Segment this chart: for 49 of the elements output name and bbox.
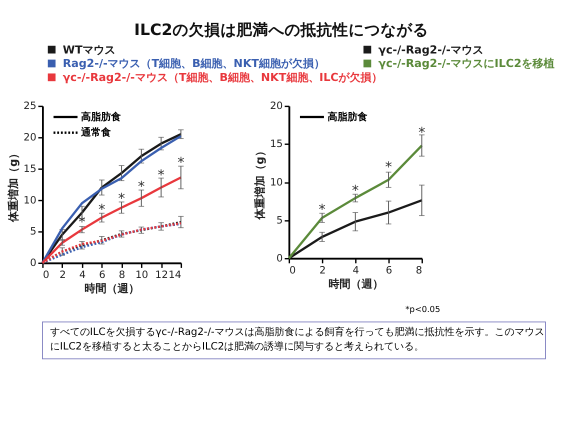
y-tick-label: 25	[24, 101, 36, 112]
annotation: *	[177, 155, 184, 172]
annotation: 高脂肪食	[328, 110, 368, 123]
text: *p<0.05	[405, 304, 440, 314]
y-tick-label: 15	[270, 139, 283, 150]
x-tick-label: 8	[416, 265, 422, 276]
x-tick-label: 8	[118, 270, 126, 282]
x-tick-label: 0	[289, 265, 296, 276]
x-axis-title: 時間（週）	[328, 277, 384, 290]
x-tick-label: 4	[352, 265, 360, 276]
y-tick-label: 10	[270, 177, 283, 188]
annotation: *	[158, 168, 165, 184]
annotation: *	[138, 178, 145, 195]
annotation: *	[418, 125, 426, 142]
y-tick-label: 5	[276, 215, 283, 226]
y-tick-label: 20	[24, 132, 36, 144]
x-tick-label: 6	[386, 265, 392, 276]
x-tick-label: 2	[319, 265, 326, 276]
annotation: *	[385, 159, 392, 176]
x-tick-label: 2	[59, 270, 66, 282]
text: ILC2の欠損は肥満への抵抗性につながる	[134, 20, 428, 39]
legend-label: γc-/-Rag2-/-マウス	[378, 43, 484, 56]
legend-label: γc-/-Rag2-/-マウス（T細胞、B細胞、NKT細胞、ILCが欠損）	[62, 71, 383, 84]
x-tick-label: 10	[135, 270, 148, 282]
text: すべてのILCを欠損するγc-/-Rag2-/-マウスは高脂肪食による飼育を行っても肥満に抵抗性を示す。このマウスにILC2を移植すると太ることからILC2は肥満の誘導に関与すると考えられている。	[50, 326, 545, 353]
y-tick-label: 10	[24, 195, 36, 206]
legend-label: Rag2-/-マウス（T細胞、B細胞、NKT細胞が欠損）	[62, 57, 325, 70]
x-axis-title: 時間（週）	[84, 282, 140, 295]
x-tick-label: 0	[42, 270, 50, 282]
x-tick-label: 12	[155, 270, 168, 282]
annotation: *	[318, 202, 326, 218]
y-tick-label: 0	[276, 253, 283, 264]
x-tick-label: 4	[79, 270, 86, 282]
x-tick-label: 14	[168, 270, 182, 282]
annotation: *	[98, 202, 106, 218]
x-tick-label: 6	[99, 270, 106, 282]
legend-label: WTマウス	[62, 43, 116, 56]
y-axis-title: 体重増加（g）	[254, 146, 267, 220]
annotation: *	[78, 214, 86, 231]
y-tick-label: 20	[270, 101, 283, 112]
annotation: 通常食	[80, 126, 112, 138]
annotation: *	[118, 190, 126, 207]
annotation: 高脂肪食	[81, 110, 122, 123]
y-axis-title: 体重増加（g）	[7, 148, 20, 223]
y-tick-label: 5	[30, 226, 36, 238]
y-tick-label: 15	[24, 164, 36, 175]
annotation: *	[352, 183, 359, 200]
y-tick-label: 0	[30, 258, 36, 270]
legend-label: γc-/-Rag2-/-マウスにILC2を移植	[378, 57, 555, 70]
